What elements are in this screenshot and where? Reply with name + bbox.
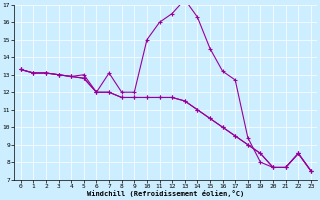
X-axis label: Windchill (Refroidissement éolien,°C): Windchill (Refroidissement éolien,°C): [87, 190, 244, 197]
